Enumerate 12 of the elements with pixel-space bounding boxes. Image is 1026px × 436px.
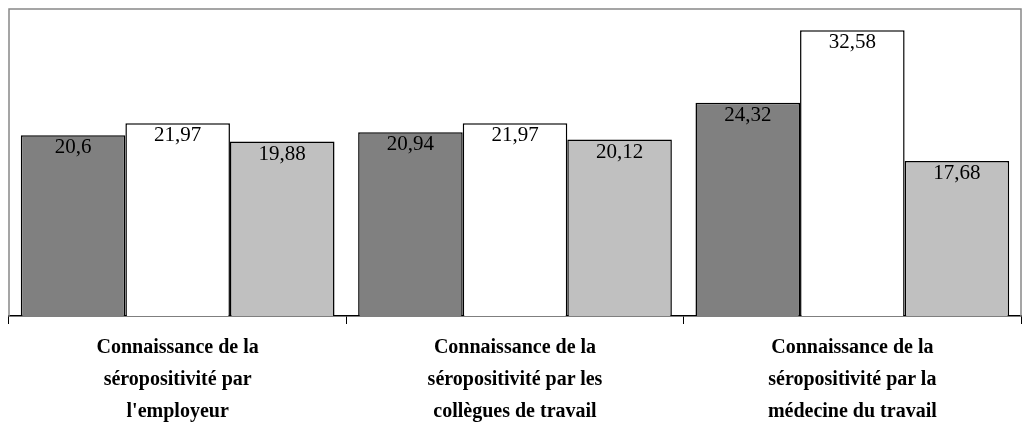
data-label: 24,32 bbox=[724, 101, 772, 126]
data-label: 20,6 bbox=[54, 134, 92, 159]
data-label: 20,94 bbox=[386, 131, 435, 156]
data-label: 17,68 bbox=[933, 159, 981, 184]
data-label: 21,97 bbox=[491, 122, 539, 147]
x-tick-label: Connaissance de la séropositivité par les collègues de travail bbox=[427, 335, 603, 423]
data-label: 32,58 bbox=[828, 29, 876, 54]
data-label: 19,88 bbox=[258, 140, 306, 165]
x-tick-label: Connaissance de la séropositivité par la médecine du travail bbox=[767, 335, 938, 422]
data-label: 21,97 bbox=[154, 122, 202, 147]
data-label: 20,12 bbox=[595, 138, 644, 163]
x-tick-label: Connaissance de la séropositivité par l'employeur bbox=[96, 335, 259, 423]
